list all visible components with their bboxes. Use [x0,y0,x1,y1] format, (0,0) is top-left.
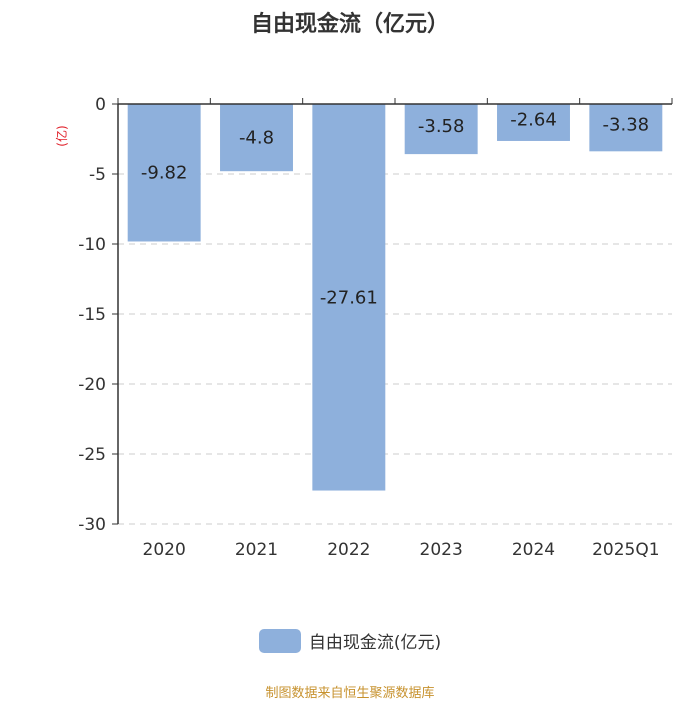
y-tick-label: -10 [78,235,106,255]
y-tick-label: -20 [78,375,106,395]
axes [112,98,673,525]
x-tick-label: 2021 [235,540,278,560]
bar[interactable] [220,104,293,172]
bars [127,104,663,491]
legend[interactable]: 自由现金流(亿元) [0,628,700,653]
chart-title: 自由现金流（亿元） [250,12,449,37]
y-tick-label: -15 [78,305,106,325]
legend-swatch [258,628,301,653]
x-tick-label: 2024 [512,540,555,560]
bar[interactable] [127,104,201,242]
x-tick-label: 2023 [420,540,463,560]
data-label: -3.58 [418,116,465,137]
y-tick-label: -5 [89,165,106,185]
bar[interactable] [497,104,570,141]
data-label: -4.8 [239,128,274,149]
bar[interactable] [312,104,386,491]
x-tick-label: 2022 [327,540,370,560]
data-label: -2.64 [510,110,557,131]
x-tick-label: 2020 [143,540,186,560]
grid-lines [118,173,672,525]
labels: 0 -5 -10 -15 -20 -25 -30 (亿) -9.82 2020 -4.8 2021 -2… [54,95,660,560]
y-tick-label: 0 [95,95,106,115]
x-tick-label: 2025Q1 [592,540,659,560]
y-tick-label: -25 [78,445,106,465]
data-label: -27.61 [320,287,378,308]
source-note: 制图数据来自恒生聚源数据库 [265,686,435,701]
bar[interactable] [589,104,663,152]
bar[interactable] [404,104,478,155]
legend-label: 自由现金流(亿元) [308,633,442,653]
data-label: -3.38 [603,115,650,136]
y-tick-label: -30 [78,515,106,535]
data-label: -9.82 [141,163,188,184]
y-axis-unit-label: (亿) [54,125,69,146]
